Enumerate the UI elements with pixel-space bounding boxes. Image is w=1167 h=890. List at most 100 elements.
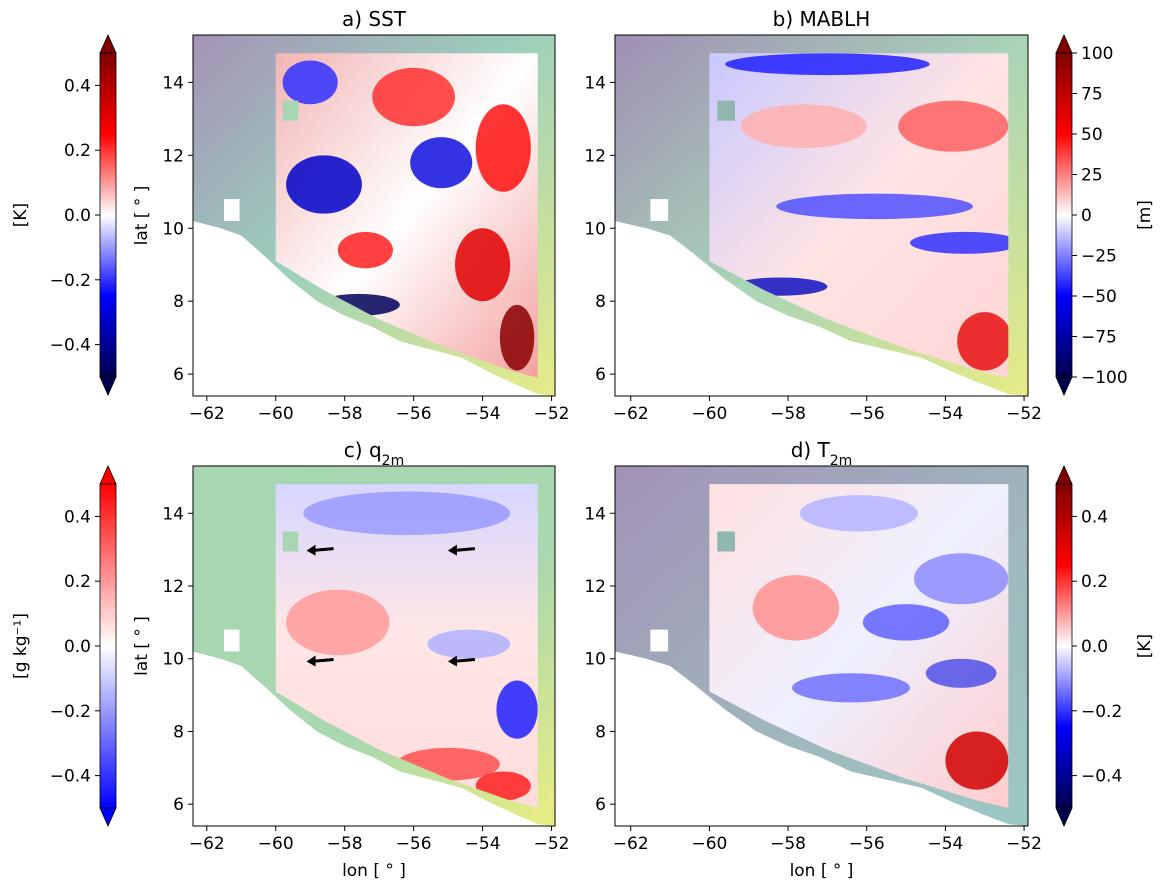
panel-title-subscript: 2m [830,453,853,469]
anomaly-patch [913,553,1009,605]
anomaly-patch [925,658,997,688]
anomaly-patch [372,67,456,127]
colorbar-extend-max [1055,34,1073,54]
x-tick-label: −60 [691,834,727,854]
y-tick-label: 12 [162,577,184,597]
anomaly-patch [337,231,393,269]
anomaly-patch [957,312,1009,371]
x-axis-label: lon [ ° ] [790,861,854,881]
wind-arrow [447,544,476,556]
x-tick-label: −62 [189,404,225,424]
colorbar-tick-label: 0.2 [64,572,91,592]
panel-title: d) T2m [791,438,853,469]
anomaly-patch [475,771,531,801]
colorbar-tick-label: −0.4 [50,336,91,356]
island-mask [224,629,240,652]
anomaly-patch [286,589,390,656]
y-tick-label: 8 [173,292,184,312]
colorbar-tick-label: 100 [1081,44,1113,64]
x-tick-label: −58 [770,404,806,424]
x-tick-label: −60 [258,834,294,854]
x-tick-label: −52 [534,834,570,854]
y-tick-label: 10 [584,219,606,239]
wind-arrow [447,655,476,667]
anomaly-patches [725,53,1009,371]
model-field [275,484,538,808]
colorbar-tick-label: 0 [1081,206,1092,226]
y-tick-label: 14 [584,73,606,93]
colorbar-d: 0.4 0.2 0.0 −0.2 −0.4 [K] [1055,465,1155,827]
colorbar-c: 0.4 0.2 0.0 −0.2 −0.4 [g kg⁻¹] [11,465,117,827]
x-tick-label: −58 [327,834,363,854]
colorbar-tick-label: −100 [1081,368,1128,388]
y-axis-label: lat [ ° ] [132,186,152,246]
y-tick-label: 10 [162,650,184,670]
axes-frame [614,34,1029,397]
colorbar-tick-label: 0.0 [1081,637,1108,657]
panel-d: −62 −60 −58 −56 −54 −52 14 12 10 8 6 d) T2m lon [ ° … [584,438,1042,881]
y-tick-label: 8 [595,722,606,742]
wind-arrow [306,655,334,667]
x-tick-label: −56 [396,404,432,424]
colorbar-tick-label: −0.4 [1081,767,1122,787]
colorbar-tick-label: 25 [1081,166,1103,186]
y-tick-label: 6 [173,795,184,815]
panel-title-subscript: 2m [382,453,405,469]
anomaly-patch [286,155,362,214]
axes-frame [192,465,556,827]
colorbar-tick-label: −0.2 [50,702,91,722]
y-tick-label: 14 [162,73,184,93]
colorbar-tick-label: 75 [1081,85,1103,105]
y-tick-label: 12 [584,146,606,166]
colorbar-a: 0.4 0.2 0.0 −0.2 −0.4 [K] [11,34,117,396]
anomaly-patches [752,495,1009,790]
colorbar-label: [K] [1135,634,1155,658]
panel-title: a) SST [342,7,407,31]
colorbar-extend-max [99,465,117,485]
colorbar-extend-min [99,807,117,827]
y-tick-label: 10 [162,219,184,239]
island-mask [717,100,735,121]
anomaly-patch [427,629,511,659]
x-axis-label: lon [ ° ] [342,861,406,881]
colorbar-b: 100 75 50 25 0 −25 −50 −75 −100 [m] [1055,34,1155,396]
panel-title: b) MABLH [773,7,871,31]
colorbar-extend-max [99,34,117,54]
y-tick-label: 6 [595,365,606,385]
anomaly-patch [862,604,950,641]
colorbar-tick-label: 50 [1081,125,1103,145]
colorbar-tick-label: 0.0 [64,637,91,657]
colorbar-label: [g kg⁻¹] [11,613,31,679]
island-mask [282,531,299,552]
anomaly-patch [475,104,531,192]
anomaly-patch [910,231,1009,254]
colorbar-tick-label: −50 [1081,287,1117,307]
anomaly-patch [776,193,973,220]
anomaly-patch [799,495,918,532]
colorbar-gradient [1055,483,1073,809]
colorbar-tick-label: −0.4 [50,767,91,787]
anomaly-patch [410,137,473,189]
anomaly-patch [455,228,511,302]
colorbar-label: [m] [1135,200,1155,230]
anomaly-patch [898,100,1009,152]
y-tick-label: 8 [595,292,606,312]
island-mask [224,199,240,221]
colorbar-gradient [99,52,117,378]
colorbar-extend-min [99,376,117,396]
panel-c: −62 −60 −58 −56 −54 −52 14 12 10 8 6 c) q2m lat [ ° … [132,438,569,881]
x-tick-label: −56 [396,834,432,854]
anomaly-patch [752,575,840,641]
anomaly-patch [945,731,1009,790]
x-tick-label: −54 [927,404,963,424]
x-tick-label: −62 [189,834,225,854]
axes-frame [614,465,1029,827]
y-axis-label: lat [ ° ] [132,616,152,676]
y-tick-label: 14 [584,504,606,524]
colorbar-gradient [1055,52,1073,378]
colorbar-extend-min [1055,376,1073,396]
x-tick-label: −54 [465,834,501,854]
island-mask [650,629,669,652]
x-tick-label: −52 [1006,404,1042,424]
colorbar-tick-label: 0.4 [1081,507,1108,527]
